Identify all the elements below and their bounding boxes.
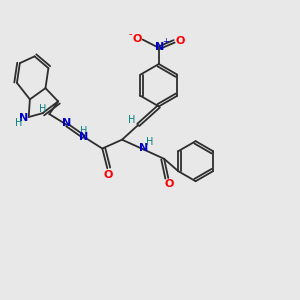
Text: N: N xyxy=(62,118,71,128)
Text: H: H xyxy=(128,115,135,125)
Text: H: H xyxy=(15,118,22,128)
Text: O: O xyxy=(175,36,185,46)
Text: -: - xyxy=(128,29,132,39)
Text: N: N xyxy=(154,42,164,52)
Text: O: O xyxy=(133,34,142,44)
Text: N: N xyxy=(140,142,149,153)
Text: O: O xyxy=(103,170,112,180)
Text: O: O xyxy=(164,179,173,190)
Text: N: N xyxy=(19,113,28,124)
Text: +: + xyxy=(162,37,169,46)
Text: H: H xyxy=(80,126,88,136)
Text: N: N xyxy=(79,132,88,142)
Text: H: H xyxy=(146,137,153,147)
Text: H: H xyxy=(39,104,46,114)
